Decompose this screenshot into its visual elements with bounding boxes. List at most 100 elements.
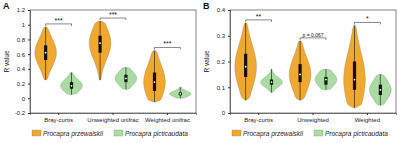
- plot-frame: [30, 10, 196, 113]
- legend-swatch: [32, 130, 41, 136]
- box: [379, 85, 382, 95]
- significance-label: ***: [163, 40, 171, 47]
- x-tick-label: Weighted: [355, 117, 380, 123]
- y-tick-label: 1: [22, 22, 26, 28]
- violin: [344, 25, 366, 107]
- y-tick-mark: [228, 36, 230, 37]
- box: [324, 77, 327, 85]
- x-tick-label: Unweighted: [297, 117, 329, 123]
- panel: 0 0.1 0.2 0.3 0.4 Bray-curtis Unweighted Weight…: [203, 1, 397, 138]
- legend-label: Procapra przewalskii: [243, 130, 304, 138]
- y-tick-label: 0.4: [217, 7, 226, 13]
- violin: [261, 69, 283, 92]
- y-tick-mark: [228, 10, 230, 11]
- legend-swatch: [232, 130, 241, 136]
- box: [353, 62, 356, 90]
- y-tick: 0.2: [17, 81, 30, 87]
- x-tick-mark: [113, 113, 114, 115]
- median: [271, 81, 273, 83]
- y-tick-label: 0: [222, 110, 226, 116]
- panel-title: B: [203, 1, 210, 11]
- violin: [144, 50, 166, 101]
- y-tick-label: 0.2: [217, 59, 226, 65]
- violin: [170, 87, 192, 98]
- y-tick-mark: [28, 25, 30, 26]
- box: [70, 82, 73, 89]
- y-tick-label: 0: [22, 96, 26, 102]
- x-axis: Bray-curtis Unweighted unifrac Weighted un…: [31, 113, 197, 123]
- violin: [289, 41, 311, 100]
- median: [379, 89, 381, 91]
- y-axis-title: R value: [3, 50, 10, 72]
- x-tick-mark: [367, 113, 368, 115]
- x-tick-mark: [58, 113, 59, 115]
- median: [179, 93, 181, 95]
- y-axis-line: [228, 11, 231, 114]
- x-tick-label: Bray-curtis: [244, 117, 273, 123]
- y-tick-mark: [28, 98, 30, 99]
- box: [44, 45, 47, 60]
- median: [71, 85, 73, 87]
- y-tick: 0: [22, 96, 30, 102]
- significance-bracket: [355, 22, 381, 24]
- y-tick-mark: [28, 10, 30, 11]
- box: [98, 36, 101, 53]
- significance-bracket: [100, 18, 126, 20]
- median: [154, 81, 156, 83]
- y-tick: 0.4: [217, 7, 230, 13]
- y-tick: 0.8: [17, 37, 30, 43]
- significance-label: *: [366, 15, 369, 22]
- x-tick-mark: [313, 113, 314, 115]
- y-tick-mark: [28, 54, 30, 55]
- y-tick-label: 1.2: [17, 7, 26, 13]
- y-tick-mark: [28, 113, 30, 114]
- violin: [235, 23, 257, 100]
- box: [179, 92, 182, 95]
- marks: [235, 23, 391, 108]
- x-tick: Weighted: [355, 113, 380, 123]
- x-axis-line: [31, 114, 197, 116]
- y-tick-label: 0.4: [17, 66, 26, 72]
- box: [270, 80, 273, 85]
- y-tick: 0: [222, 110, 230, 116]
- legend-swatch: [314, 130, 323, 136]
- median: [99, 42, 101, 44]
- y-tick-label: 0.3: [217, 33, 226, 39]
- y-tick-label: 0.2: [17, 81, 26, 87]
- legend-label: Procapra przewalskii: [43, 130, 104, 138]
- y-tick: 1.2: [17, 7, 30, 13]
- x-tick-label: Unweighted unifrac: [87, 117, 138, 123]
- y-tick-label: 0.8: [17, 37, 26, 43]
- violin: [115, 67, 137, 89]
- whisker: [45, 27, 46, 80]
- y-tick: 0.4: [17, 66, 30, 72]
- y-axis-line: [28, 11, 31, 114]
- x-tick: Bray-curtis: [244, 113, 273, 123]
- plot-frame: [230, 10, 396, 113]
- box: [298, 64, 301, 82]
- figure: -0.200.20.40.60.811.2Bray-curtisUnweight…: [0, 0, 400, 143]
- significance-bracket: [300, 38, 326, 40]
- violin: [89, 21, 111, 80]
- significance-bracket: [246, 20, 272, 22]
- significance-label: ***: [109, 11, 117, 18]
- y-tick-mark: [228, 87, 230, 88]
- violin: [61, 73, 83, 95]
- legend-label: Procapra picticaudata: [125, 130, 188, 138]
- median: [45, 52, 47, 54]
- panel: -0.200.20.40.60.811.2Bray-curtisUnweight…: [3, 1, 197, 138]
- y-tick: 0.2: [217, 59, 230, 65]
- whisker: [325, 69, 326, 90]
- y-axis: -0.200.20.40.60.811.2: [15, 7, 31, 116]
- legend-label: Procapra picticaudata: [325, 130, 388, 138]
- median: [299, 73, 301, 75]
- x-tick: Bray-curtis: [44, 113, 73, 123]
- legend: Procapra przewalskii Procapra picticaudat…: [32, 130, 188, 138]
- whisker: [125, 67, 126, 89]
- y-tick-label: 0.1: [217, 85, 226, 91]
- box: [153, 73, 156, 91]
- x-tick-label: Weighted unifrac: [145, 117, 190, 123]
- violin: [315, 69, 337, 90]
- y-tick-label: 0.6: [17, 52, 26, 58]
- y-tick-mark: [28, 69, 30, 70]
